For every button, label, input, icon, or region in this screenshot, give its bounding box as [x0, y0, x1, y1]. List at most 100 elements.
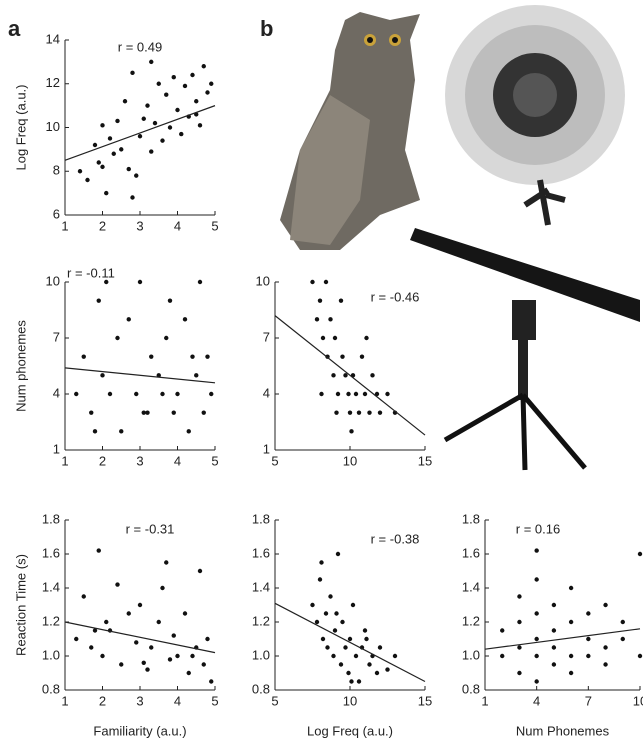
x-tick-label: 7 [585, 693, 592, 708]
y-tick-label: 1 [53, 441, 60, 456]
point [534, 577, 539, 582]
y-tick-label: 7 [263, 329, 270, 344]
point [134, 173, 139, 178]
x-tick-label: 15 [418, 453, 432, 468]
point [201, 64, 206, 69]
point [332, 335, 338, 341]
point [130, 195, 135, 200]
point [551, 628, 557, 633]
y-axis-label: Log Freq (a.u.) [13, 85, 28, 171]
annotation: r = -0.31 [126, 521, 175, 536]
x-tick-label: 15 [418, 693, 432, 708]
point [338, 662, 344, 667]
point [186, 429, 191, 434]
point [367, 410, 372, 415]
point [167, 657, 173, 662]
point [362, 628, 368, 633]
point [209, 679, 214, 684]
point [331, 373, 336, 378]
y-tick-label: 10 [46, 273, 60, 288]
point [182, 317, 188, 322]
point [332, 628, 338, 633]
point [164, 335, 169, 341]
point [160, 585, 165, 591]
point [534, 636, 539, 642]
point [141, 660, 146, 665]
point [338, 298, 344, 303]
point [182, 83, 188, 89]
point [115, 335, 120, 341]
point [517, 619, 522, 625]
point [328, 317, 333, 322]
point [201, 410, 206, 415]
point [171, 410, 176, 415]
point [137, 134, 143, 139]
point [119, 429, 124, 434]
point [374, 670, 380, 676]
sunflower-image [445, 5, 625, 226]
point [334, 410, 339, 415]
point [119, 662, 124, 667]
point [149, 59, 154, 65]
point [586, 636, 591, 642]
panel-label: b [260, 16, 273, 41]
point [141, 116, 146, 121]
point [377, 410, 383, 415]
point [534, 548, 539, 553]
x-tick-label: 5 [211, 453, 218, 468]
annotation: r = -0.11 [67, 265, 115, 280]
x-tick-label: 2 [99, 693, 106, 708]
y-tick-label: 7 [53, 329, 60, 344]
point [182, 611, 188, 616]
point [96, 298, 101, 303]
point [314, 317, 320, 322]
x-tick-label: 2 [99, 453, 106, 468]
x-tick-label: 10 [343, 693, 357, 708]
x-tick-label: 10 [343, 453, 357, 468]
point [137, 279, 143, 285]
x-tick-label: 1 [61, 693, 68, 708]
point [620, 619, 625, 625]
point [364, 335, 369, 341]
point [134, 640, 139, 645]
point [104, 190, 109, 196]
point [534, 653, 539, 659]
y-tick-label: 4 [263, 385, 270, 400]
point [175, 391, 180, 397]
point [107, 136, 113, 141]
point [141, 410, 146, 415]
y-tick-label: 1.8 [462, 511, 480, 526]
point [81, 594, 86, 599]
point [310, 279, 315, 285]
point [96, 548, 101, 553]
point [356, 679, 362, 684]
fit-line [64, 105, 216, 161]
point [164, 92, 169, 97]
point [517, 594, 522, 599]
point [314, 619, 320, 625]
x-tick-label: 5 [271, 693, 278, 708]
point [340, 354, 345, 359]
point [104, 619, 109, 625]
y-tick-label: 8 [53, 163, 60, 178]
point [179, 131, 184, 137]
point [145, 667, 150, 672]
annotation: r = 0.16 [516, 521, 560, 536]
point [74, 636, 79, 642]
point [331, 653, 336, 659]
point [359, 354, 365, 359]
point [323, 279, 329, 285]
point [194, 373, 199, 378]
point [392, 653, 398, 659]
y-tick-label: 12 [46, 75, 60, 90]
point [335, 391, 341, 397]
x-tick-label: 5 [211, 218, 218, 233]
point [134, 391, 139, 397]
point [149, 354, 154, 359]
point [586, 653, 591, 659]
point [145, 103, 150, 108]
x-tick-label: 5 [211, 693, 218, 708]
x-tick-label: 10 [633, 693, 643, 708]
annotation: r = -0.38 [371, 531, 420, 546]
point [603, 662, 608, 667]
